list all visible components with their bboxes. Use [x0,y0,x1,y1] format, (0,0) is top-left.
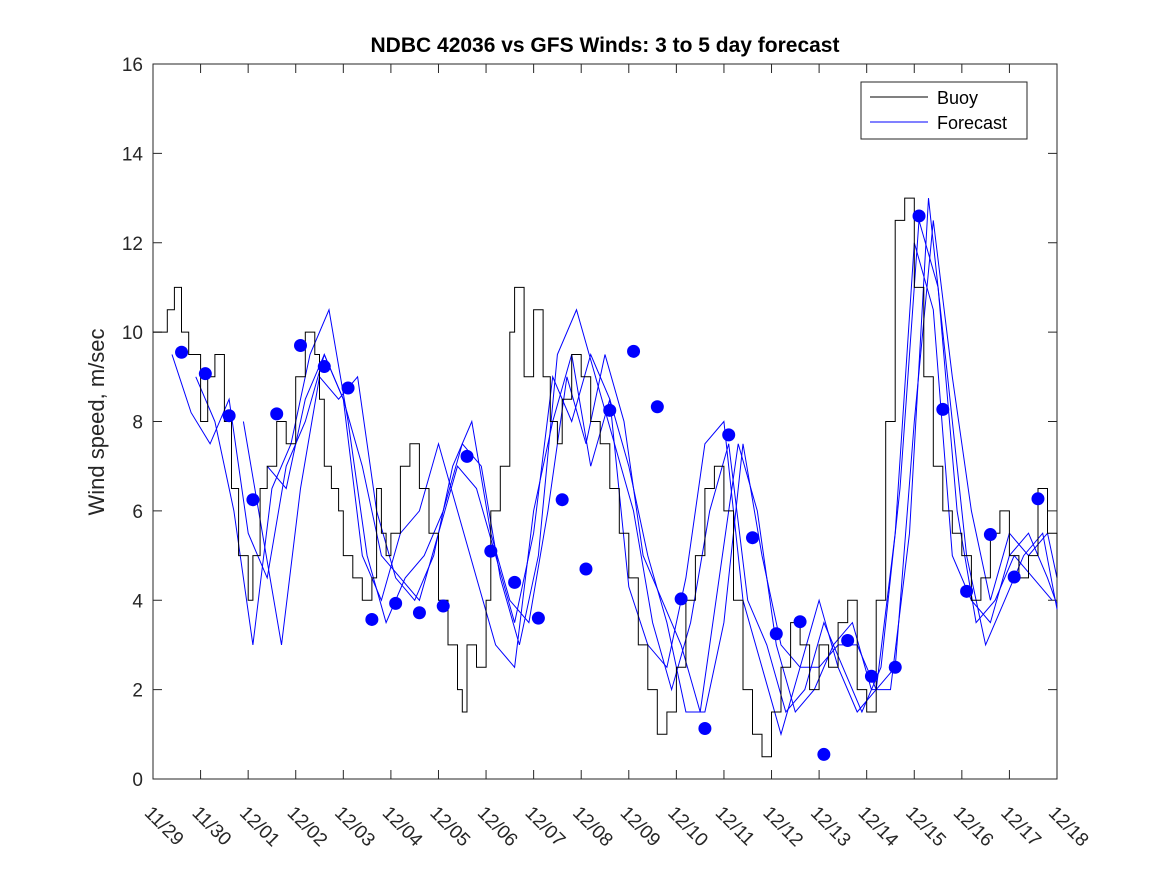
forecast-point [1031,492,1045,506]
y-tick-label: 2 [132,681,143,702]
forecast-point [270,407,284,421]
forecast-point [365,612,379,626]
forecast-point [745,531,759,545]
forecast-point [769,627,783,641]
forecast-point [531,611,545,625]
forecast-point [864,669,878,683]
forecast-point [650,400,664,414]
forecast-point [389,596,403,610]
forecast-point [508,575,522,589]
legend-box [860,81,1028,140]
forecast-point [960,584,974,598]
forecast-point [317,360,331,374]
y-tick-label: 6 [132,502,143,523]
forecast-point [436,599,450,613]
legend-buoy-label: Buoy [937,88,978,108]
forecast-point [793,615,807,629]
forecast-point [198,367,212,381]
forecast-point [983,528,997,542]
forecast-point [246,493,260,507]
forecast-point [603,403,617,417]
forecast-point [912,209,926,223]
legend: Buoy Forecast [860,81,1028,140]
y-axis: 0 2 4 6 8 10 12 14 16 [122,55,1057,791]
forecast-point [222,409,236,423]
forecast-point [936,402,950,416]
forecast-point [341,381,355,395]
forecast-point [555,493,569,507]
buoy-line [153,197,1058,758]
legend-forecast-label: Forecast [937,113,1007,133]
forecast-point [579,562,593,576]
chart-title: NDBC 42036 vs GFS Winds: 3 to 5 day fore… [371,34,840,57]
y-tick-label: 14 [122,144,144,165]
forecast-point [722,428,736,442]
y-axis-label: Wind speed, m/sec [84,328,109,515]
forecast-line [195,220,1053,714]
forecast-point [412,606,426,620]
forecast-point [817,747,831,761]
forecast-line [242,198,1058,714]
forecast-point [293,339,307,353]
y-tick-label: 10 [122,323,143,344]
y-tick-label: 16 [122,55,143,76]
forecast-point [175,345,189,359]
y-tick-label: 4 [132,591,143,612]
forecast-point [1007,570,1021,584]
y-tick-label: 0 [132,770,143,791]
forecast-point [484,544,498,558]
y-tick-label: 8 [132,413,143,434]
forecast-point [460,449,474,463]
y-tick-label: 12 [122,234,143,255]
forecast-point [674,592,688,606]
forecast-point [627,344,641,358]
forecast-point [841,633,855,647]
forecast-point [888,660,902,674]
forecast-point [698,722,712,736]
plot-series [153,197,1058,761]
